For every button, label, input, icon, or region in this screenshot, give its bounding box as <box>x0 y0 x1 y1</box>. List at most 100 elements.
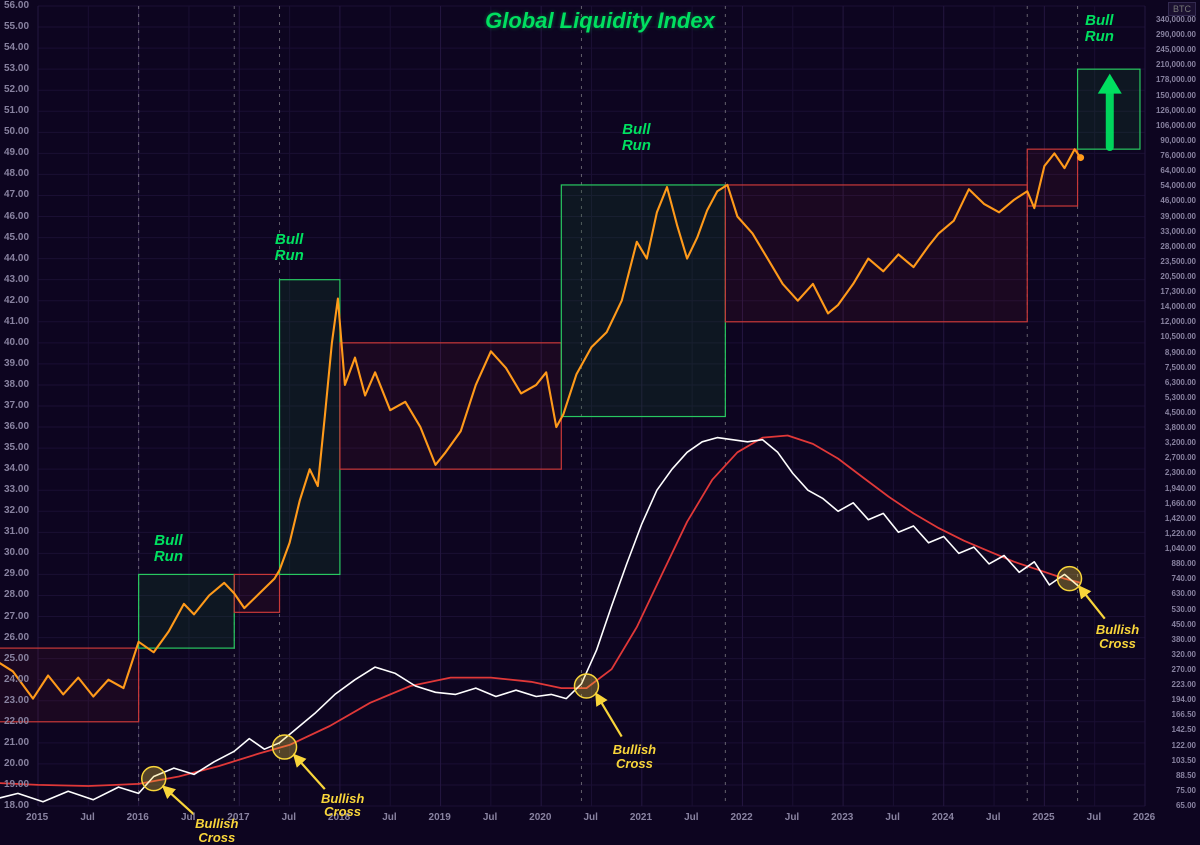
bull-run-label: BullRun <box>1085 13 1114 45</box>
left-axis-tick: 29.00 <box>4 568 29 579</box>
left-axis-tick: 50.00 <box>4 126 29 137</box>
left-axis-tick: 28.00 <box>4 589 29 600</box>
left-axis-tick: 22.00 <box>4 716 29 727</box>
left-axis-tick: 24.00 <box>4 674 29 685</box>
right-axis-tick: 450.00 <box>1172 620 1196 629</box>
left-axis-tick: 43.00 <box>4 274 29 285</box>
x-axis-year: 2016 <box>127 812 149 823</box>
x-axis-mid: Jul <box>1087 812 1101 823</box>
x-axis-mid: Jul <box>584 812 598 823</box>
left-axis-tick: 37.00 <box>4 400 29 411</box>
left-axis-tick: 51.00 <box>4 105 29 116</box>
bullish-cross-label: BullishCross <box>321 792 364 819</box>
left-axis-tick: 35.00 <box>4 442 29 453</box>
x-axis-mid: Jul <box>483 812 497 823</box>
left-axis-tick: 27.00 <box>4 611 29 622</box>
right-axis-tick: 223.00 <box>1172 680 1196 689</box>
left-axis-tick: 20.00 <box>4 758 29 769</box>
right-axis-tick: 3,800.00 <box>1165 423 1196 432</box>
bullish-cross-label: BullishCross <box>613 743 656 770</box>
left-axis-tick: 56.00 <box>4 0 29 11</box>
x-axis-year: 2020 <box>529 812 551 823</box>
bull-run-label: BullRun <box>622 122 651 154</box>
right-axis-tick: 28,000.00 <box>1160 242 1196 251</box>
left-axis-tick: 19.00 <box>4 779 29 790</box>
left-axis-tick: 34.00 <box>4 463 29 474</box>
left-axis-tick: 54.00 <box>4 42 29 53</box>
x-axis-year: 2021 <box>630 812 652 823</box>
left-axis-tick: 32.00 <box>4 505 29 516</box>
left-axis-tick: 25.00 <box>4 653 29 664</box>
right-axis-tick: 880.00 <box>1172 559 1196 568</box>
x-axis-mid: Jul <box>785 812 799 823</box>
left-axis-tick: 33.00 <box>4 484 29 495</box>
chart-svg <box>0 0 1200 832</box>
right-axis-tick: 3,200.00 <box>1165 438 1196 447</box>
x-axis-mid: Jul <box>986 812 1000 823</box>
right-axis-tick: 54,000.00 <box>1160 181 1196 190</box>
right-axis-tick: 4,500.00 <box>1165 408 1196 417</box>
right-axis-tick: 7,500.00 <box>1165 363 1196 372</box>
right-axis-tick: 75.00 <box>1176 786 1196 795</box>
x-axis-mid: Jul <box>282 812 296 823</box>
bull-run-label: BullRun <box>275 232 304 264</box>
x-axis-year: 2015 <box>26 812 48 823</box>
left-axis-tick: 40.00 <box>4 337 29 348</box>
right-axis-tick: 740.00 <box>1172 574 1196 583</box>
right-axis-tick: 2,300.00 <box>1165 468 1196 477</box>
left-axis-tick: 30.00 <box>4 547 29 558</box>
x-axis-year: 2025 <box>1032 812 1054 823</box>
right-axis-tick: 64,000.00 <box>1160 166 1196 175</box>
left-axis-tick: 44.00 <box>4 253 29 264</box>
right-axis-tick: 530.00 <box>1172 605 1196 614</box>
right-axis-tick: 142.50 <box>1172 725 1196 734</box>
right-axis-tick: 1,940.00 <box>1165 484 1196 493</box>
chart-container: Global Liquidity Index BTC 18.00 19.00 20.… <box>0 0 1200 832</box>
left-axis-tick: 47.00 <box>4 189 29 200</box>
left-axis-tick: 38.00 <box>4 379 29 390</box>
left-axis-tick: 36.00 <box>4 421 29 432</box>
left-axis-tick: 41.00 <box>4 316 29 327</box>
left-axis-tick: 42.00 <box>4 295 29 306</box>
right-axis-tick: 23,500.00 <box>1160 257 1196 266</box>
left-axis-tick: 18.00 <box>4 800 29 811</box>
left-axis-tick: 26.00 <box>4 632 29 643</box>
right-axis-tick: 88.50 <box>1176 771 1196 780</box>
left-axis-tick: 49.00 <box>4 147 29 158</box>
right-axis-tick: 630.00 <box>1172 589 1196 598</box>
right-axis-tick: 380.00 <box>1172 635 1196 644</box>
x-axis-year: 2023 <box>831 812 853 823</box>
left-axis-tick: 21.00 <box>4 737 29 748</box>
right-axis-tick: 1,420.00 <box>1165 514 1196 523</box>
right-axis-tick: 76,000.00 <box>1160 151 1196 160</box>
x-axis-mid: Jul <box>181 812 195 823</box>
bullish-cross-label: BullishCross <box>195 817 238 844</box>
right-axis-symbol: BTC <box>1168 2 1196 16</box>
right-axis-tick: 12,000.00 <box>1160 317 1196 326</box>
right-axis-tick: 150,000.00 <box>1156 91 1196 100</box>
right-axis-tick: 122.00 <box>1172 741 1196 750</box>
right-axis-tick: 39,000.00 <box>1160 212 1196 221</box>
left-axis-tick: 31.00 <box>4 526 29 537</box>
right-axis-tick: 194.00 <box>1172 695 1196 704</box>
chart-title: Global Liquidity Index <box>485 8 715 34</box>
bullish-cross-label: BullishCross <box>1096 623 1139 650</box>
right-axis-tick: 210,000.00 <box>1156 60 1196 69</box>
right-axis-tick: 46,000.00 <box>1160 196 1196 205</box>
right-axis-tick: 2,700.00 <box>1165 453 1196 462</box>
right-axis-tick: 20,500.00 <box>1160 272 1196 281</box>
left-axis-tick: 52.00 <box>4 84 29 95</box>
right-axis-tick: 6,300.00 <box>1165 378 1196 387</box>
left-axis-tick: 46.00 <box>4 211 29 222</box>
right-axis-tick: 14,000.00 <box>1160 302 1196 311</box>
right-axis-tick: 17,300.00 <box>1160 287 1196 296</box>
right-axis-tick: 90,000.00 <box>1160 136 1196 145</box>
x-axis-mid: Jul <box>80 812 94 823</box>
left-axis-tick: 55.00 <box>4 21 29 32</box>
right-axis-tick: 126,000.00 <box>1156 106 1196 115</box>
right-axis-tick: 245,000.00 <box>1156 45 1196 54</box>
right-axis-tick: 320.00 <box>1172 650 1196 659</box>
right-axis-tick: 33,000.00 <box>1160 227 1196 236</box>
x-axis-mid: Jul <box>684 812 698 823</box>
x-axis-year: 2019 <box>429 812 451 823</box>
